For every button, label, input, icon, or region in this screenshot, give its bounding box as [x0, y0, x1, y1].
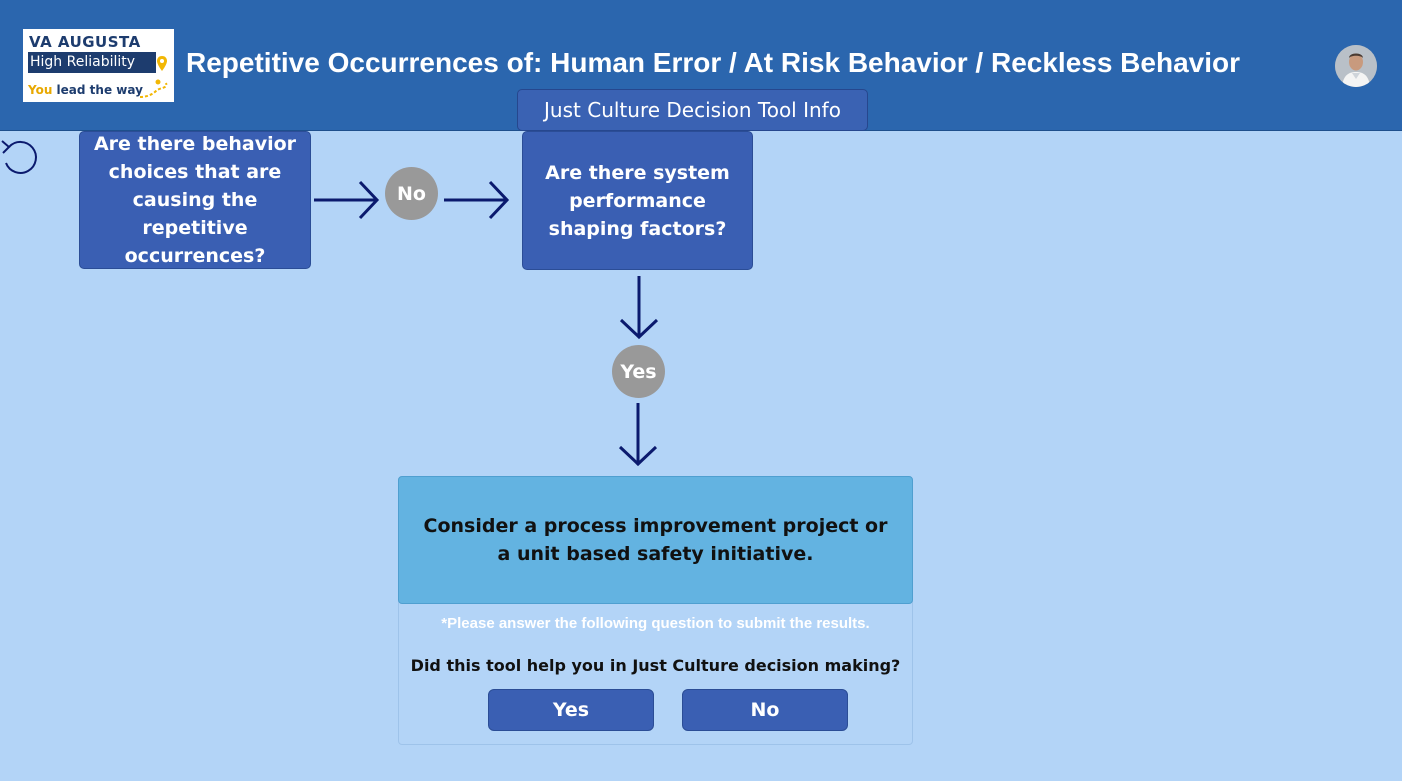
just-culture-info-button[interactable]: Just Culture Decision Tool Info: [517, 89, 868, 131]
logo-line3: You lead the way: [28, 83, 143, 97]
result-recommendation: Consider a process improvement project o…: [398, 476, 913, 604]
answer-yes-circle: Yes: [612, 345, 665, 398]
user-avatar[interactable]: [1335, 45, 1377, 87]
submit-note: *Please answer the following question to…: [441, 615, 870, 632]
arrow-right-icon: [444, 180, 510, 220]
logo-you: You: [28, 83, 53, 97]
feedback-no-button[interactable]: No: [682, 689, 848, 731]
arrow-right-icon: [314, 180, 380, 220]
system-factors-question: Are there system performance shaping fac…: [522, 131, 753, 270]
feedback-question: Did this tool help you in Just Culture d…: [410, 656, 901, 675]
map-pin-icon: [157, 56, 167, 71]
logo-line1: VA AUGUSTA: [29, 33, 141, 51]
va-augusta-logo: VA AUGUSTA High Reliability You lead the…: [23, 29, 174, 102]
answer-no-circle: No: [385, 167, 438, 220]
arrow-down-icon: [619, 276, 659, 340]
page-title: Repetitive Occurrences of: Human Error /…: [186, 47, 1241, 78]
avatar-image: [1335, 45, 1377, 87]
feedback-yes-button[interactable]: Yes: [488, 689, 654, 731]
behavior-choices-question: Are there behavior choices that are caus…: [79, 131, 311, 269]
back-arrow-icon[interactable]: [0, 137, 44, 181]
trail-icon: [139, 79, 168, 98]
logo-tagline: lead the way: [52, 83, 143, 97]
logo-line2: High Reliability: [28, 52, 156, 73]
arrow-down-icon: [618, 403, 658, 467]
